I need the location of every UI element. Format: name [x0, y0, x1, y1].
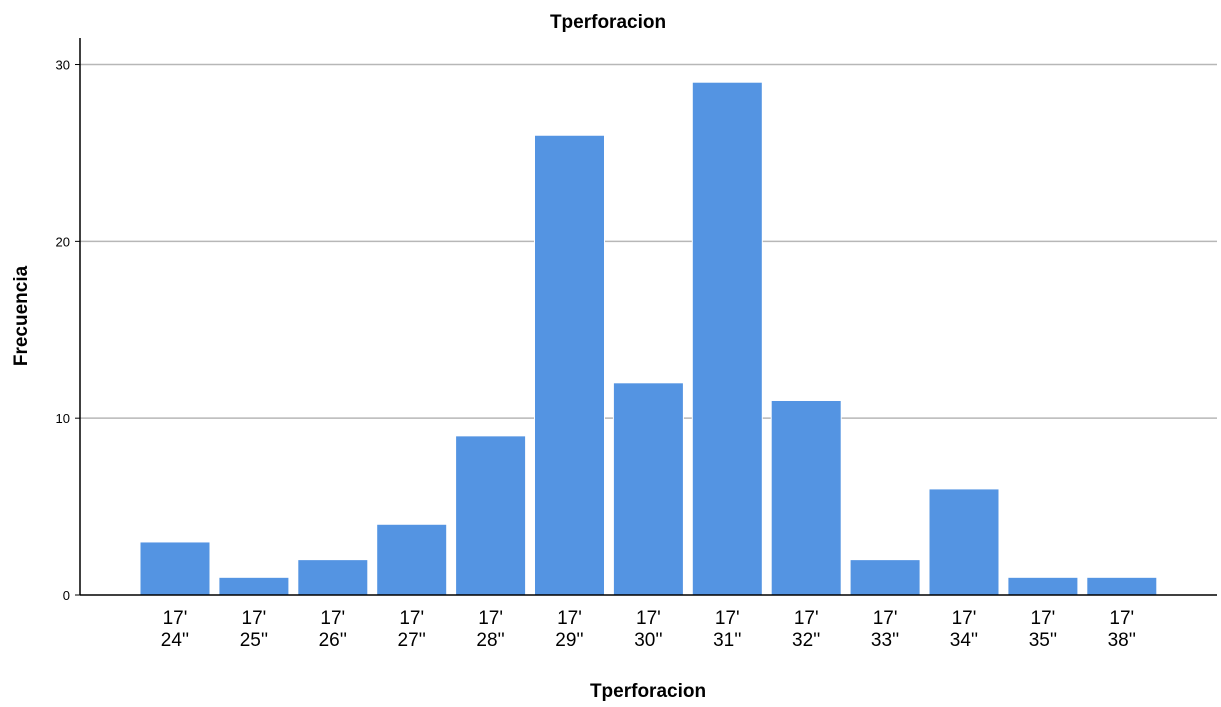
bar [455, 435, 527, 596]
x-tick-label: 17' [1109, 608, 1134, 629]
x-tick-label: 17' [163, 608, 188, 629]
x-tick-label: 30'' [634, 630, 662, 651]
x-tick-label: 17' [794, 608, 819, 629]
x-tick-label: 17' [320, 608, 345, 629]
x-tick-label: 17' [873, 608, 898, 629]
x-tick-label: 17' [1031, 608, 1056, 629]
bar [1007, 576, 1079, 596]
x-tick-label: 17' [952, 608, 977, 629]
y-tick-label: 30 [56, 58, 70, 73]
bar [612, 382, 684, 596]
x-tick-label: 38'' [1108, 630, 1136, 651]
x-tick-label: 25'' [240, 630, 268, 651]
bar [928, 488, 1000, 596]
x-axis-label: Tperforacion [590, 681, 706, 702]
x-tick-label: 34'' [950, 630, 978, 651]
x-tick-label: 17' [636, 608, 661, 629]
bar [297, 559, 369, 596]
x-tick-label: 24'' [161, 630, 189, 651]
chart-title: Tperforacion [550, 12, 666, 33]
bar [1086, 576, 1158, 596]
bar [691, 81, 763, 596]
bar [770, 399, 842, 596]
bar [849, 559, 921, 596]
x-tick-label: 17' [242, 608, 267, 629]
gridlines [80, 63, 1217, 419]
bars [139, 81, 1158, 596]
bar [534, 134, 605, 596]
y-tick-label: 0 [63, 588, 70, 603]
x-tick-label: 27'' [398, 630, 426, 651]
x-tick-labels: 17'24''17'25''17'26''17'27''17'28''17'29… [161, 608, 1136, 651]
x-tick-label: 26'' [319, 630, 347, 651]
x-tick-label: 17' [557, 608, 582, 629]
bar [139, 541, 211, 596]
x-tick-label: 31'' [713, 630, 741, 651]
x-tick-label: 17' [399, 608, 424, 629]
bar [376, 523, 448, 596]
y-tick-labels: 0 10 20 30 [56, 58, 80, 603]
x-tick-label: 32'' [792, 630, 820, 651]
x-tick-label: 17' [715, 608, 740, 629]
x-tick-label: 35'' [1029, 630, 1057, 651]
y-tick-label: 20 [56, 234, 70, 249]
x-tick-label: 33'' [871, 630, 899, 651]
x-tick-label: 28'' [476, 630, 504, 651]
bar [218, 576, 290, 596]
x-tick-label: 29'' [555, 630, 583, 651]
x-tick-label: 17' [478, 608, 503, 629]
axes [79, 38, 1217, 596]
y-axis-label: Frecuencia [11, 265, 32, 366]
y-tick-label: 10 [56, 411, 70, 426]
